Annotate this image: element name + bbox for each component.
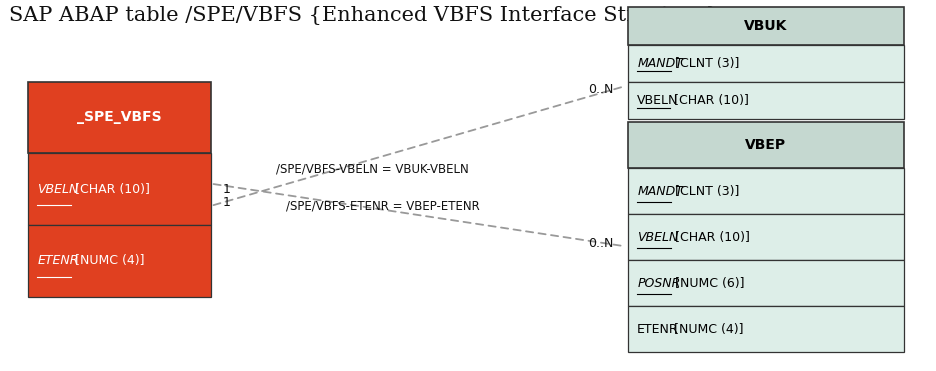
Text: [CHAR (10)]: [CHAR (10)] (670, 231, 749, 244)
Text: MANDT: MANDT (636, 185, 682, 198)
Bar (627, 82, 903, 119)
Bar (28, 225, 211, 297)
Text: 1: 1 (223, 183, 230, 196)
Bar (627, 45, 903, 82)
Text: 0..N: 0..N (588, 236, 613, 250)
Text: [CLNT (3)]: [CLNT (3)] (670, 56, 739, 70)
Text: [NUMC (4)]: [NUMC (4)] (669, 323, 742, 336)
Bar (627, 122, 903, 168)
Text: [NUMC (4)]: [NUMC (4)] (71, 255, 144, 267)
Text: ETENR: ETENR (37, 255, 79, 267)
Text: 0..N: 0..N (588, 82, 613, 96)
Bar (627, 168, 903, 214)
Bar (627, 7, 903, 45)
Text: VBELN: VBELN (37, 183, 79, 196)
Text: [NUMC (6)]: [NUMC (6)] (670, 277, 743, 290)
Text: [CLNT (3)]: [CLNT (3)] (670, 185, 739, 198)
Text: SAP ABAP table /SPE/VBFS {Enhanced VBFS Interface Structure}: SAP ABAP table /SPE/VBFS {Enhanced VBFS … (9, 6, 718, 24)
Text: POSNR: POSNR (636, 277, 680, 290)
Text: [CHAR (10)]: [CHAR (10)] (669, 93, 748, 107)
Text: MANDT: MANDT (636, 56, 682, 70)
Bar (28, 153, 211, 225)
Bar (627, 260, 903, 306)
Text: /SPE/VBFS-VBELN = VBUK-VBELN: /SPE/VBFS-VBELN = VBUK-VBELN (276, 162, 469, 175)
Text: _SPE_VBFS: _SPE_VBFS (77, 111, 162, 125)
Text: /SPE/VBFS-ETENR = VBEP-ETENR: /SPE/VBFS-ETENR = VBEP-ETENR (285, 199, 479, 213)
Text: VBELN: VBELN (636, 231, 678, 244)
Text: [CHAR (10)]: [CHAR (10)] (71, 183, 150, 196)
Text: VBUK: VBUK (743, 19, 787, 33)
Bar (627, 214, 903, 260)
Bar (627, 306, 903, 352)
Text: 1: 1 (223, 196, 230, 209)
Text: ETENR: ETENR (636, 323, 678, 336)
Bar (28, 82, 211, 153)
Text: VBEP: VBEP (745, 138, 785, 152)
Text: VBELN: VBELN (636, 93, 678, 107)
